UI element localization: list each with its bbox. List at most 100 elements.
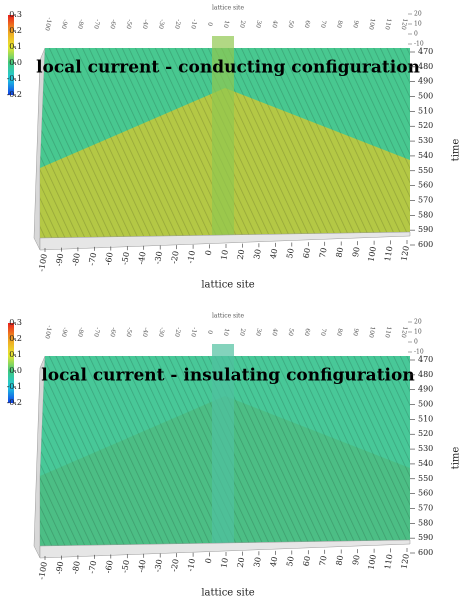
x-top-tick-label: -20 bbox=[173, 327, 182, 338]
colorbar-label: 0.0 bbox=[9, 58, 22, 67]
y-tick-label: 530 bbox=[418, 444, 433, 453]
x-top-tick-label: 0 bbox=[206, 330, 214, 335]
x-top-tick-label: 60 bbox=[303, 328, 311, 337]
colorbar-label: 0.3 bbox=[9, 318, 22, 327]
x-top-tick-label: -40 bbox=[141, 19, 150, 30]
x-top-tick-label: 120 bbox=[400, 18, 409, 31]
panel: local current - conducting configuration… bbox=[7, 5, 462, 291]
x-top-tick-label: 90 bbox=[351, 20, 359, 29]
x-tick-label: -80 bbox=[71, 252, 82, 266]
x-tick-label: 40 bbox=[269, 248, 280, 260]
x-tick-label: 40 bbox=[269, 556, 280, 568]
bottom-edge bbox=[39, 539, 411, 559]
x-top-tick-label: 80 bbox=[335, 20, 343, 29]
x-tick-label: 110 bbox=[383, 553, 395, 570]
z-tick-label: -10 bbox=[414, 41, 424, 48]
colorbar-label: -0.1 bbox=[7, 382, 22, 391]
x-tick-label: 90 bbox=[351, 246, 362, 258]
z-tick-label: 10 bbox=[414, 329, 422, 336]
x-axis-label: lattice site bbox=[201, 588, 254, 599]
x-top-tick-label: 30 bbox=[254, 20, 262, 29]
colorbar bbox=[8, 15, 14, 95]
x-top-tick-label: 120 bbox=[400, 326, 409, 339]
y-tick-label: 580 bbox=[418, 210, 433, 219]
y-tick-label: 510 bbox=[418, 414, 433, 423]
y-tick-label: 590 bbox=[418, 533, 433, 542]
y-tick-label: 480 bbox=[418, 62, 433, 71]
x-top-tick-label: 100 bbox=[367, 326, 376, 339]
y-tick-label: 550 bbox=[418, 166, 433, 175]
y-tick-label: 510 bbox=[418, 106, 433, 115]
x-top-tick-label: -40 bbox=[141, 327, 150, 338]
x-tick-label: 60 bbox=[302, 247, 313, 259]
x-top-tick-label: 70 bbox=[319, 328, 327, 337]
x-tick-label: 50 bbox=[285, 248, 296, 260]
y-tick-label: 490 bbox=[418, 77, 433, 86]
x-tick-label: 70 bbox=[318, 555, 329, 567]
z-tick-label: 10 bbox=[414, 21, 422, 28]
y-tick-label: 560 bbox=[418, 181, 433, 190]
colorbar-label: 0.2 bbox=[9, 334, 22, 343]
x-top-tick-label: -100 bbox=[43, 17, 52, 32]
x-tick-label: -70 bbox=[87, 560, 98, 574]
x-tick-label: 60 bbox=[302, 555, 313, 567]
x-tick-label: -10 bbox=[186, 250, 197, 264]
x-top-tick-label: 100 bbox=[367, 18, 376, 31]
x-tick-label: -60 bbox=[104, 252, 115, 266]
z-tick-label: 0 bbox=[414, 31, 418, 38]
y-tick-label: 470 bbox=[418, 355, 433, 364]
y-tick-label: 600 bbox=[418, 240, 433, 249]
x-top-tick-label: 30 bbox=[254, 328, 262, 337]
colorbar-label: 0.1 bbox=[9, 350, 22, 359]
z-tick-label: 20 bbox=[414, 11, 422, 18]
colorbar-label: 0.1 bbox=[9, 42, 22, 51]
x-top-tick-label: 90 bbox=[351, 328, 359, 337]
y-tick-label: 500 bbox=[418, 92, 433, 101]
z-tick-label: 20 bbox=[414, 319, 422, 326]
y-tick-label: 570 bbox=[418, 503, 433, 512]
x-tick-label: 0 bbox=[204, 557, 214, 564]
y-tick-label: 520 bbox=[418, 429, 433, 438]
x-tick-label: -90 bbox=[54, 561, 65, 575]
x-top-axis-label: lattice site bbox=[212, 313, 244, 320]
y-tick-label: 520 bbox=[418, 121, 433, 130]
x-tick-label: -30 bbox=[153, 559, 164, 573]
y-tick-label: 590 bbox=[418, 225, 433, 234]
x-top-tick-label: -70 bbox=[92, 19, 101, 30]
y-tick-label: 490 bbox=[418, 385, 433, 394]
colorbar-label: -0.1 bbox=[7, 74, 22, 83]
panel: local current - insulating configuration… bbox=[7, 313, 462, 599]
x-top-tick-label: -10 bbox=[189, 19, 198, 30]
center-ridge bbox=[212, 344, 234, 548]
x-tick-label: 10 bbox=[219, 249, 230, 261]
center-ridge bbox=[212, 36, 234, 240]
x-top-axis-label: lattice site bbox=[212, 5, 244, 12]
x-tick-label: -10 bbox=[186, 558, 197, 572]
y-tick-label: 600 bbox=[418, 548, 433, 557]
chart-title: local current - conducting configuration bbox=[36, 58, 420, 78]
x-top-tick-label: 0 bbox=[206, 22, 214, 27]
x-axis-label: lattice site bbox=[201, 280, 254, 291]
x-top-tick-label: -80 bbox=[76, 327, 85, 338]
x-tick-label: 70 bbox=[318, 247, 329, 259]
x-top-tick-label: -50 bbox=[125, 19, 134, 30]
x-tick-label: 30 bbox=[252, 248, 263, 260]
x-tick-label: 80 bbox=[334, 555, 345, 567]
x-tick-label: -40 bbox=[137, 251, 148, 265]
y-tick-label: 500 bbox=[418, 400, 433, 409]
x-top-tick-label: 60 bbox=[303, 20, 311, 29]
y-tick-label: 550 bbox=[418, 474, 433, 483]
z-tick-label: -10 bbox=[414, 349, 424, 356]
x-tick-label: 90 bbox=[351, 554, 362, 566]
x-tick-label: 20 bbox=[236, 249, 247, 261]
x-tick-label: -30 bbox=[153, 251, 164, 265]
x-tick-label: 100 bbox=[367, 554, 379, 571]
y-axis-label: time bbox=[451, 447, 462, 470]
x-tick-label: 110 bbox=[383, 245, 395, 262]
x-top-tick-label: -70 bbox=[92, 327, 101, 338]
x-top-tick-label: 20 bbox=[238, 328, 246, 337]
x-tick-label: 120 bbox=[399, 553, 411, 570]
colorbar bbox=[8, 323, 14, 403]
x-top-tick-label: 10 bbox=[222, 328, 230, 337]
x-tick-label: -40 bbox=[137, 559, 148, 573]
